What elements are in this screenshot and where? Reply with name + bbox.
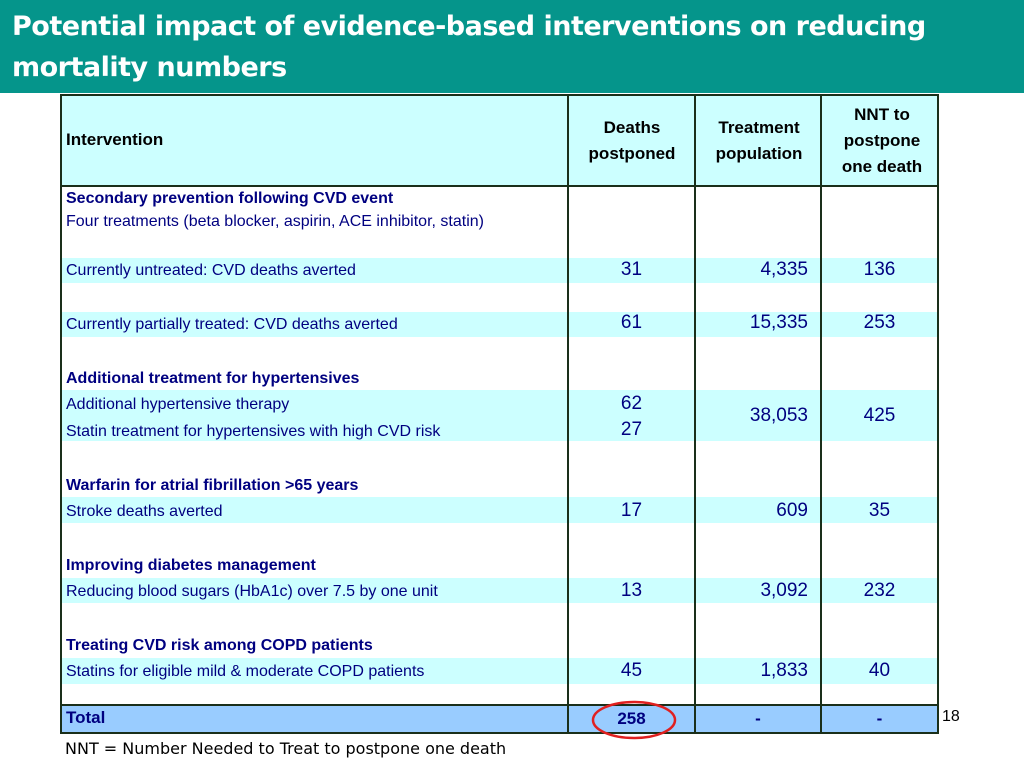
header-deaths: Deaths postponed [588,118,676,163]
row-band [62,578,937,603]
population-value: 15,335 [749,312,808,333]
population-value: 3,092 [760,580,808,601]
total-row [62,706,937,732]
nnt-value: 232 [863,580,896,601]
nnt-value: 136 [863,259,896,280]
total-divider [62,704,937,706]
nnt-value: 425 [863,405,896,426]
page-number: 18 [942,708,960,725]
section-heading: Additional treatment for hypertensives [66,370,360,387]
column-divider [820,96,822,732]
deaths-value: 27 [620,419,643,440]
total-deaths: 258 [617,709,646,728]
section-heading: Warfarin for atrial fibrillation >65 yea… [66,477,359,494]
total-nnt: - [876,709,883,728]
column-divider [694,96,696,732]
deaths-value: 45 [620,660,643,681]
row-band [62,658,937,684]
row-label: Statins for eligible mild & moderate COP… [66,663,425,680]
section-heading: Improving diabetes management [66,557,316,574]
footnote: NNT = Number Needed to Treat to postpone… [65,739,507,758]
population-value: 1,833 [760,660,808,681]
nnt-value: 35 [868,500,891,521]
total-population: - [755,709,761,728]
deaths-value: 17 [620,500,643,521]
header-intervention: Intervention [66,130,164,149]
deaths-value: 62 [620,393,643,414]
row-label: Reducing blood sugars (HbA1c) over 7.5 b… [66,583,438,600]
row-band [62,497,937,523]
population-value: 4,335 [760,259,808,280]
row-label: Additional hypertensive therapy [66,396,290,413]
highlight-circle [591,700,677,740]
row-label: Statin treatment for hypertensives with … [66,423,441,440]
row-label: Currently untreated: CVD deaths averted [66,262,356,279]
row-label: Currently partially treated: CVD deaths … [66,316,398,333]
nnt-value: 40 [868,660,891,681]
population-value: 38,053 [749,405,808,426]
column-divider [567,96,569,732]
deaths-value: 13 [620,580,643,601]
deaths-value: 31 [620,259,643,280]
slide-title: Potential impact of evidence-based inter… [12,11,926,83]
header-nnt: NNT to postpone one death [841,105,923,176]
population-value: 609 [776,500,808,521]
row-band [62,312,937,337]
section-heading: Secondary prevention following CVD event [66,190,394,207]
data-table: Intervention Deaths postponed Treatment … [60,94,939,734]
section-subheading: Four treatments (beta blocker, aspirin, … [66,213,484,230]
row-band [62,390,937,441]
table-header-row [62,96,937,185]
title-bar: Potential impact of evidence-based inter… [0,0,1024,93]
header-divider [62,185,937,187]
deaths-value: 61 [620,312,643,333]
row-band [62,258,937,283]
header-population: Treatment population [715,118,803,163]
row-label: Stroke deaths averted [66,503,223,520]
nnt-value: 253 [863,312,896,333]
total-label: Total [66,708,106,727]
section-heading: Treating CVD risk among COPD patients [66,637,373,654]
